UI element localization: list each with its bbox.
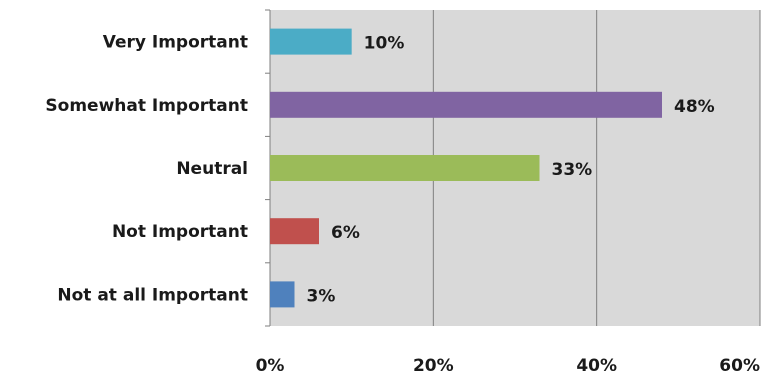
category-label: Not Important [112, 222, 248, 242]
bars [270, 28, 662, 308]
data-label: 3% [307, 286, 336, 306]
bar [270, 155, 540, 181]
data-label: 48% [674, 97, 715, 117]
bar [270, 218, 319, 245]
data-labels: 10% 48% 33% 6% 3% [307, 34, 715, 307]
category-axis [265, 9, 271, 327]
x-axis-tick-labels: 0% 20% 40% 60% [256, 356, 760, 376]
x-tick-label: 40% [576, 356, 617, 376]
category-label: Not at all Important [57, 285, 248, 305]
data-label: 33% [552, 160, 593, 180]
category-labels: Very Important Somewhat Important Neutral N… [45, 33, 248, 306]
bar [270, 281, 295, 308]
bar [270, 28, 352, 55]
data-label: 6% [331, 223, 360, 243]
bar [270, 91, 662, 118]
data-label: 10% [364, 34, 405, 54]
category-label: Neutral [176, 159, 248, 179]
category-label: Somewhat Important [45, 96, 248, 116]
x-tick-label: 0% [256, 356, 285, 376]
x-tick-label: 60% [719, 356, 760, 376]
category-label: Very Important [103, 33, 248, 53]
x-tick-label: 20% [413, 356, 454, 376]
